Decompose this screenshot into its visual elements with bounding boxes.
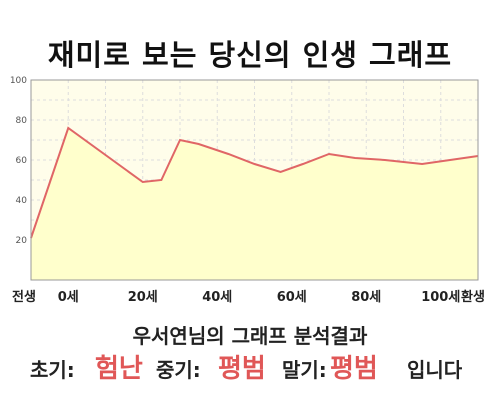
y-tick-label: 20 <box>16 236 28 246</box>
series-area <box>31 128 478 280</box>
x-tick-label: 환생 <box>461 289 485 305</box>
x-tick-label: 60세 <box>277 290 307 305</box>
x-tick-label: 전생 <box>12 289 36 305</box>
x-tick-label: 40세 <box>202 290 232 305</box>
y-tick-label: 60 <box>16 156 28 166</box>
x-tick-label: 0세 <box>58 290 79 305</box>
x-tick-label: 80세 <box>351 290 381 305</box>
y-tick-label: 80 <box>16 116 28 126</box>
late-value: 평범 <box>330 354 378 384</box>
early-label: 초기: <box>30 358 75 382</box>
x-tick-label: 100세 <box>421 290 460 305</box>
mid-label: 중기: <box>156 358 201 382</box>
y-tick-label: 40 <box>16 196 28 206</box>
plot-frame <box>30 79 479 281</box>
x-tick-label: 20세 <box>128 290 158 305</box>
result-ending: 입니다 <box>407 358 463 382</box>
late-label: 말기: <box>282 358 327 382</box>
result-heading: 우서연님의 그래프 분석결과 <box>132 324 368 348</box>
y-tick-label: 100 <box>10 76 27 86</box>
series-line <box>30 126 479 239</box>
mid-value: 평범 <box>218 354 266 384</box>
result-summary: 초기: 험난 중기: 평범 말기: 평범 입니다 <box>0 346 500 384</box>
page-title: 재미로 보는 당신의 인생 그래프 <box>47 38 453 72</box>
early-value: 험난 <box>95 354 143 384</box>
